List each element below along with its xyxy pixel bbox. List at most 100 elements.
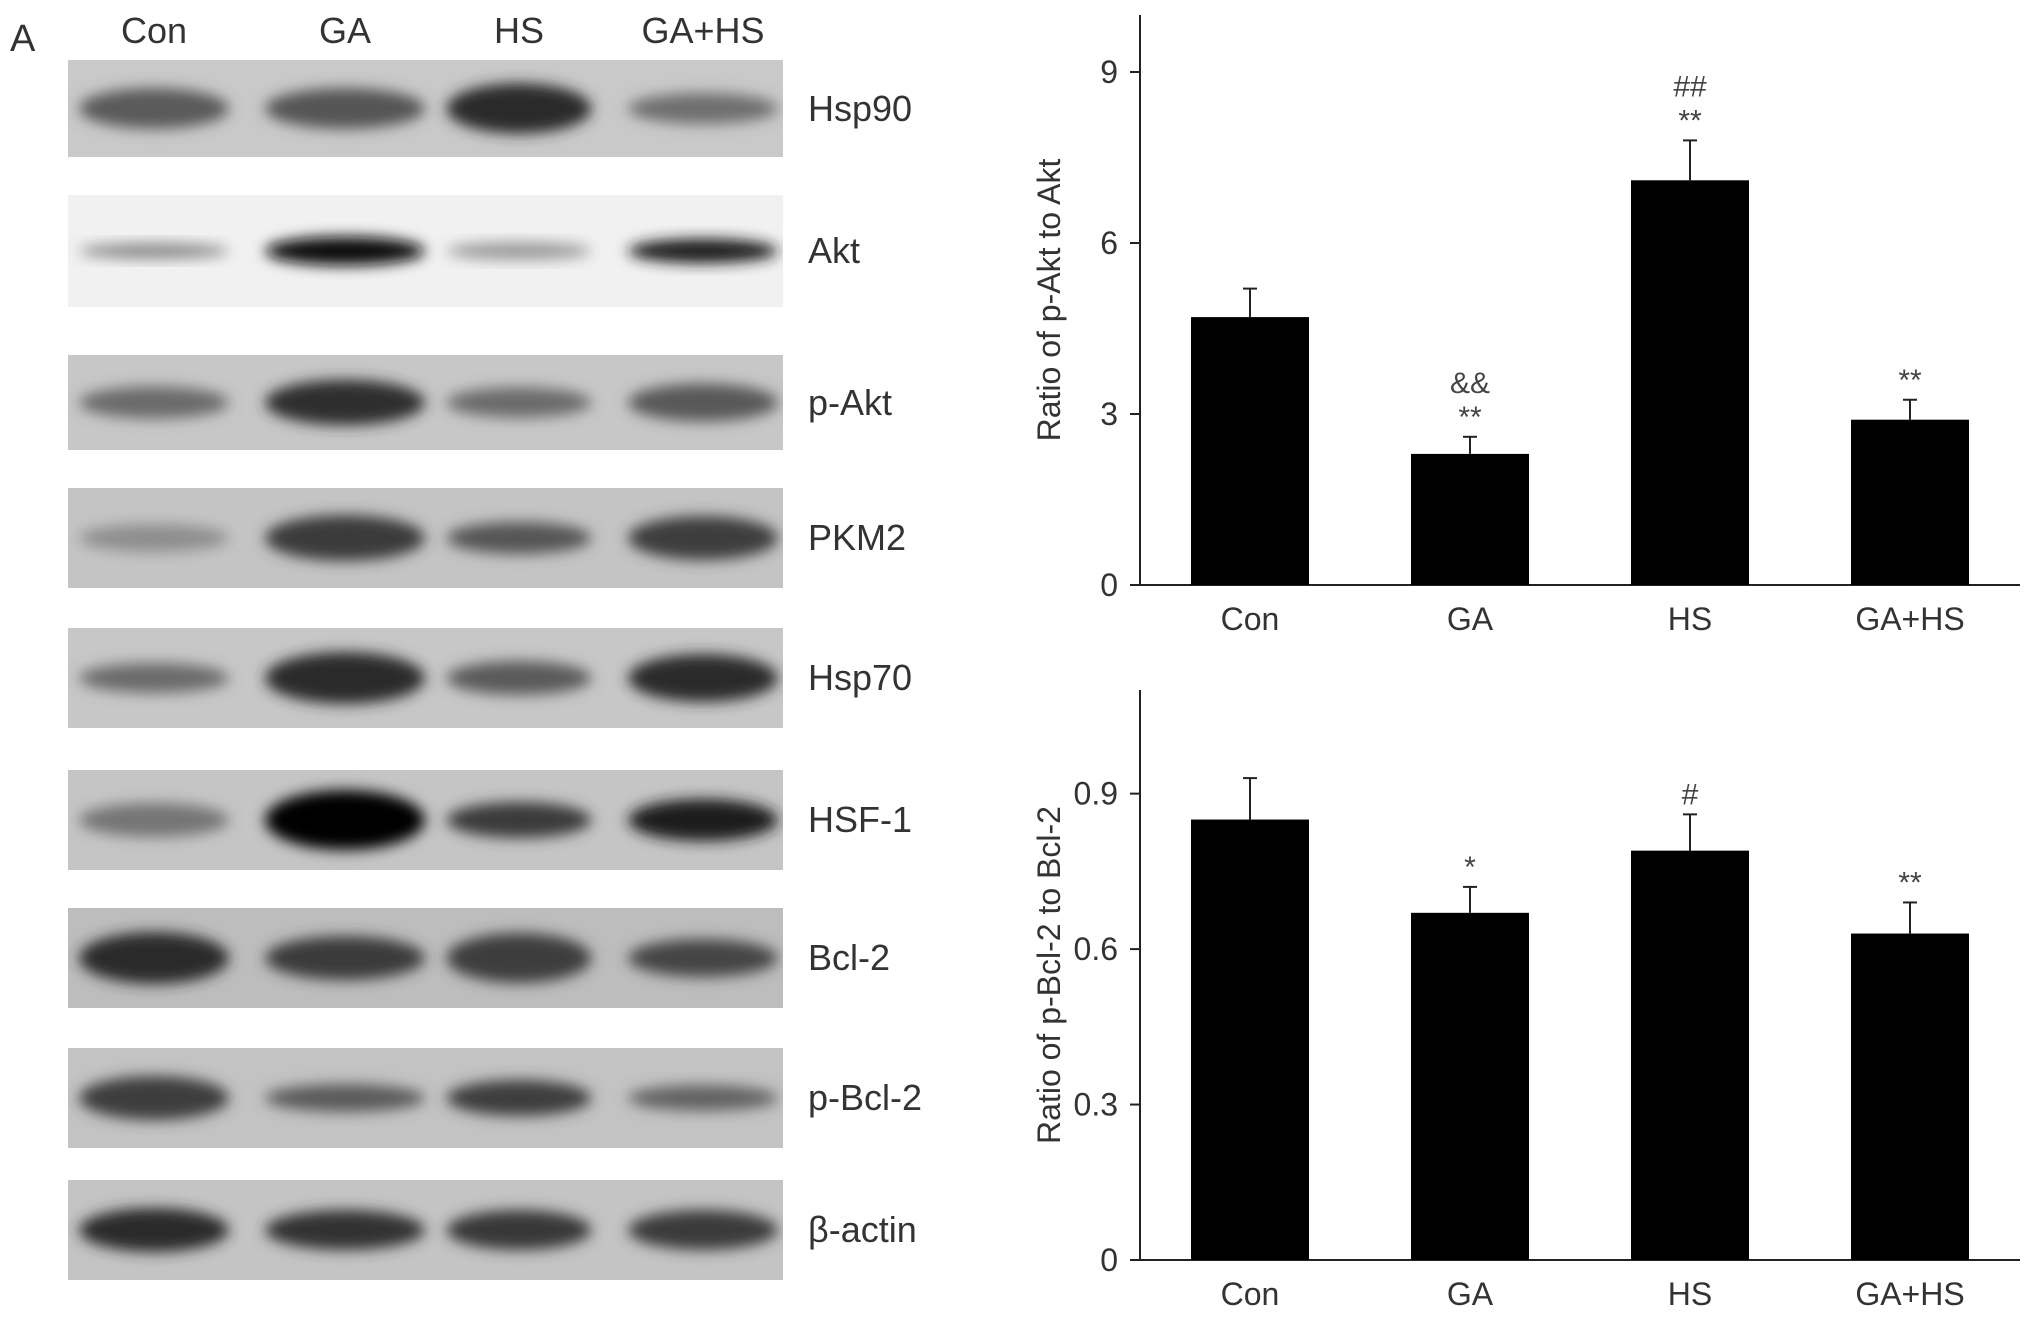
significance-mark: # (1682, 778, 1699, 811)
protein-label-p-akt: p-Akt (808, 381, 893, 423)
band-ga (265, 236, 425, 266)
y-tick-label: 9 (1100, 54, 1118, 90)
band-ga-hs (628, 516, 778, 560)
band-hs (446, 933, 592, 983)
bar-ga-hs (1851, 419, 1969, 585)
x-tick-label-ga: GA (1447, 1276, 1494, 1312)
band-con (79, 1076, 229, 1120)
y-tick-label: 3 (1100, 396, 1118, 432)
band-con (79, 524, 229, 552)
blot-strip-bcl-2 (68, 908, 783, 1008)
band-hs (446, 387, 592, 418)
protein-label-hsf-1: HSF-1 (808, 799, 913, 840)
blot-strip-image (68, 628, 783, 728)
blot-strip-image (68, 1048, 783, 1148)
y-tick-label: 0.9 (1074, 776, 1118, 812)
band-ga (265, 1084, 425, 1112)
band-ga (265, 379, 425, 426)
blot-strip-image (68, 908, 783, 1008)
bar-con (1191, 819, 1309, 1260)
blot-strip-akt (68, 195, 783, 307)
significance-mark: ** (1898, 866, 1922, 899)
blot-strip-pkm2 (68, 488, 783, 588)
x-tick-label-ga-hs: GA+HS (1855, 601, 1964, 637)
y-tick-label: 0.3 (1074, 1087, 1118, 1123)
chart-p-akt-ratio: 0 3 6 9 Ratio of p-Akt to Akt Con && ** GA ## ** HS… (1000, 0, 2031, 660)
lane-label-con: Con (120, 10, 188, 51)
protein-label-p-bcl-2: p-Bcl-2 (808, 1077, 923, 1118)
chart-p-bcl2-ratio: 0 0.3 0.6 0.9 Ratio of p-Bcl-2 to Bcl-2 Con * G… (1000, 670, 2031, 1322)
band-ga (265, 652, 425, 704)
blot-strip-image (68, 488, 783, 588)
panel-letter: A (10, 18, 36, 60)
band-hs (446, 1080, 592, 1116)
band-ga-hs (628, 939, 778, 977)
blot-strip-image (68, 60, 783, 157)
blot-strip-image (68, 770, 783, 870)
band-con (79, 663, 229, 693)
x-tick-label-con: Con (1221, 1276, 1280, 1312)
lane-label-hs: HS (493, 10, 545, 51)
blot-strip-hsf-1 (68, 770, 783, 870)
band-ga-hs (628, 238, 778, 264)
protein-label-hsp90: Hsp90 (808, 87, 913, 129)
protein-label-bcl-2: Bcl-2 (808, 937, 891, 978)
significance-mark: && (1450, 367, 1490, 400)
bar-ga (1411, 912, 1529, 1260)
band-con (79, 932, 229, 984)
band-ga (265, 936, 425, 980)
lane-label-ga: GA (318, 10, 372, 51)
band-con (79, 243, 229, 259)
significance-mark: ** (1678, 104, 1702, 137)
x-tick-label-con: Con (1221, 601, 1280, 637)
bar-ga (1411, 453, 1529, 585)
y-tick-label: 0.6 (1074, 931, 1118, 967)
y-tick-label: 6 (1100, 225, 1118, 261)
bar-con (1191, 317, 1309, 585)
significance-mark: ** (1458, 401, 1482, 434)
blot-strip-actin (68, 1180, 783, 1280)
y-tick-label: 0 (1100, 567, 1118, 603)
band-hs (446, 242, 592, 260)
band-ga-hs (628, 1085, 778, 1111)
blot-strip-hsp70 (68, 628, 783, 728)
significance-mark: ** (1898, 364, 1922, 397)
y-axis-label: Ratio of p-Akt to Akt (1031, 158, 1067, 441)
band-ga-hs (628, 383, 778, 422)
blot-strip-hsp90 (68, 60, 783, 157)
band-con (79, 803, 229, 837)
band-con (79, 1208, 229, 1252)
band-hs (446, 1210, 592, 1250)
band-ga-hs (628, 799, 778, 841)
band-ga (265, 1210, 425, 1250)
x-tick-label-hs: HS (1668, 601, 1712, 637)
blot-strip-image (68, 355, 783, 450)
band-ga (265, 790, 425, 850)
band-ga-hs (628, 92, 778, 125)
protein-label-akt: Akt (808, 230, 861, 271)
y-tick-label: 0 (1100, 1242, 1118, 1278)
band-hs (446, 522, 592, 554)
significance-mark: * (1464, 851, 1476, 884)
significance-mark: ## (1673, 70, 1707, 103)
band-hs (446, 83, 592, 134)
band-hs (446, 661, 592, 695)
x-tick-label-hs: HS (1668, 1276, 1712, 1312)
band-hs (446, 802, 592, 838)
band-ga (265, 515, 425, 561)
x-tick-label-ga: GA (1447, 601, 1494, 637)
band-ga-hs (628, 654, 778, 702)
band-con (79, 386, 229, 419)
blot-strip-p-akt (68, 355, 783, 450)
bar-hs (1631, 850, 1749, 1260)
protein-label-hsp70: Hsp70 (808, 657, 913, 698)
band-ga-hs (628, 1210, 778, 1250)
band-ga (265, 88, 425, 129)
blot-strip-p-bcl-2 (68, 1048, 783, 1148)
bar-ga-hs (1851, 933, 1969, 1260)
band-con (79, 88, 229, 129)
blot-strip-image (68, 195, 783, 307)
bar-hs (1631, 180, 1749, 586)
